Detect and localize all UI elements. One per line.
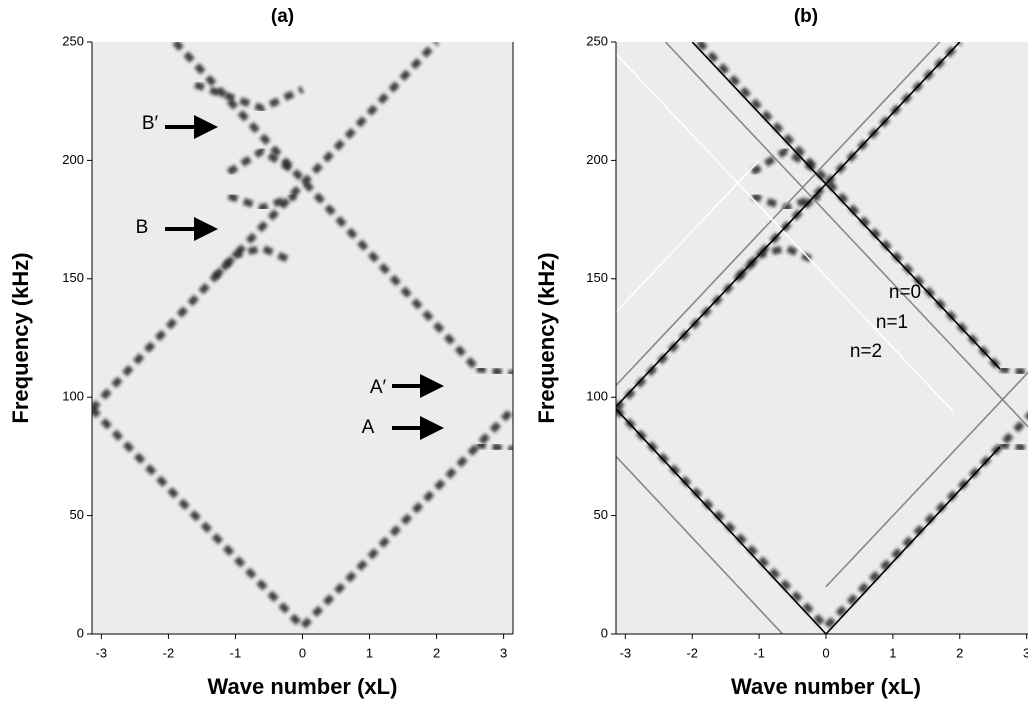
spectral-band (751, 192, 821, 212)
x-tick-label: -2 (686, 645, 698, 660)
dispersion-curve (616, 159, 760, 313)
spectral-band (999, 441, 1028, 452)
spectral-band (999, 365, 1028, 377)
spectral-band (212, 42, 440, 279)
spectral-band (476, 365, 513, 377)
panel: 0 50 100 150 200 250 -3 -2 -1 0 1 2 3 (a) Wave number … (8, 6, 514, 699)
spectral-band (476, 441, 513, 453)
y-axis-label: Frequency (kHz) (8, 252, 33, 423)
dispersion-curve (616, 408, 1001, 634)
x-axis-label: Wave number (xL) (208, 674, 398, 699)
x-tick-label: 0 (299, 645, 306, 660)
spectral-band (616, 244, 815, 412)
y-tick-label: 0 (601, 625, 608, 640)
annotation: B′ (142, 113, 159, 134)
plot-background (616, 42, 1028, 634)
y-tick-label: 150 (586, 270, 608, 285)
spectral-band (92, 406, 513, 632)
y-tick-label: 250 (586, 33, 608, 48)
annotation: A′ (370, 377, 387, 398)
dispersion-curve (616, 455, 784, 634)
dispersion-curve (825, 371, 1028, 588)
y-axis-label: Frequency (kHz) (534, 252, 559, 423)
annotation: n=2 (850, 341, 882, 362)
y-tick-label: 200 (586, 152, 608, 167)
y-tick-label: 50 (70, 507, 84, 522)
spectral-band (616, 406, 1028, 632)
x-axis-label: Wave number (xL) (731, 674, 921, 699)
x-tick-label: -1 (230, 645, 242, 660)
y-tick-label: 100 (586, 389, 608, 404)
y-tick-label: 250 (62, 33, 84, 48)
annotation: B (136, 217, 149, 238)
y-tick-label: 200 (62, 152, 84, 167)
annotation: n=1 (876, 312, 908, 333)
x-tick-label: -3 (620, 645, 632, 660)
spectral-band (92, 244, 291, 412)
spectral-band (194, 81, 304, 113)
x-tick-label: 2 (956, 645, 963, 660)
x-tick-label: 2 (433, 645, 440, 660)
plot-area (616, 42, 1028, 634)
dispersion-curve (616, 53, 954, 412)
spectral-band (227, 192, 297, 212)
x-tick-label: -1 (753, 645, 765, 660)
panel-title: (b) (794, 6, 818, 27)
spectral-band (696, 42, 1003, 372)
spectral-band (172, 42, 480, 372)
x-tick-label: 3 (500, 645, 507, 660)
dispersion-curve (616, 42, 961, 408)
y-tick-label: 100 (62, 389, 84, 404)
spectral-band (226, 146, 298, 176)
panel-title: (a) (271, 6, 294, 27)
dispersion-curve (691, 42, 1001, 370)
x-tick-label: 1 (889, 645, 896, 660)
x-tick-label: -3 (96, 645, 108, 660)
x-tick-label: 3 (1023, 645, 1028, 660)
x-tick-label: 0 (822, 645, 829, 660)
dispersion-curve (616, 42, 941, 386)
y-tick-label: 0 (77, 625, 84, 640)
annotation: n=0 (889, 282, 921, 303)
x-tick-label: 1 (366, 645, 373, 660)
annotation: A (362, 417, 375, 438)
dispersion-curve (664, 42, 1028, 428)
y-tick-label: 150 (62, 270, 84, 285)
y-tick-label: 50 (594, 507, 608, 522)
panel: 0 50 100 150 200 250 -3 -2 -1 0 1 2 3 (b) Wave number … (534, 6, 1028, 699)
plot-area (92, 42, 513, 632)
x-tick-label: -2 (163, 645, 175, 660)
